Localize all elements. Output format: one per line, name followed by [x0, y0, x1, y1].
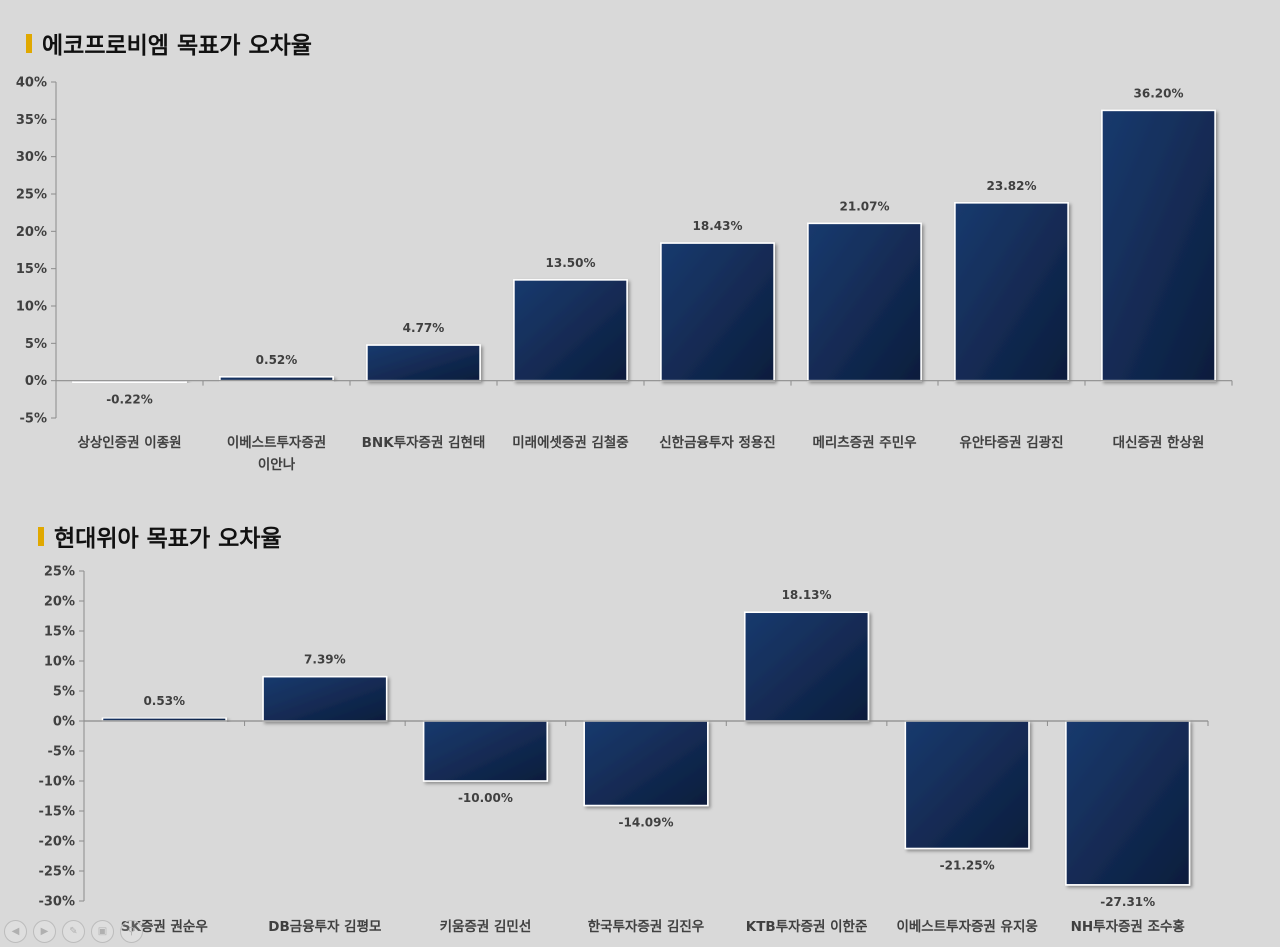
bar: [807, 222, 922, 382]
y-tick-label: -15%: [38, 805, 75, 820]
bar: [262, 675, 388, 722]
bar: [422, 720, 549, 782]
y-tick-label: 15%: [44, 625, 75, 640]
previous-icon[interactable]: ◀: [4, 920, 27, 943]
y-tick-label: -10%: [38, 775, 75, 790]
bar: [743, 611, 870, 722]
bar: [660, 242, 775, 382]
category-label: 대신증권 한상원: [1113, 435, 1205, 451]
title-marker-icon: [38, 526, 44, 546]
data-label: 18.13%: [782, 588, 832, 602]
y-tick-label: 25%: [16, 188, 47, 203]
data-label: 18.43%: [693, 219, 743, 233]
y-tick-label: 5%: [53, 685, 75, 700]
y-tick-label: 25%: [44, 565, 75, 580]
y-tick-label: 20%: [44, 595, 75, 610]
data-label: -10.00%: [458, 791, 513, 805]
data-label: 4.77%: [403, 321, 445, 335]
data-label: 36.20%: [1134, 86, 1184, 100]
y-tick-label: -5%: [48, 745, 75, 760]
category-label: KTB투자증권 이한준: [746, 918, 868, 935]
bar: [366, 344, 481, 382]
data-label: -0.22%: [106, 392, 153, 406]
y-tick-label: 15%: [16, 262, 47, 277]
chart-title-1-text: 에코프로비엠 목표가 오차율: [42, 33, 312, 59]
y-tick-label: -25%: [38, 865, 75, 880]
y-tick-label: 0%: [25, 374, 47, 389]
category-label: 유안타증권 김광진: [959, 434, 1063, 451]
data-label: -27.31%: [1100, 895, 1155, 909]
data-label: 23.82%: [987, 179, 1037, 193]
y-tick-label: 35%: [16, 113, 47, 128]
next-icon[interactable]: ▶: [33, 920, 56, 943]
y-tick-label: -20%: [38, 835, 75, 850]
bar: [1101, 109, 1216, 382]
y-tick-label: -30%: [38, 895, 75, 910]
data-label: 7.39%: [304, 653, 346, 667]
category-label: 메리츠증권 주민우: [812, 434, 917, 451]
category-label: 상상인증권 이종원: [77, 434, 181, 451]
pen-icon[interactable]: ✎: [62, 920, 85, 943]
data-label: -21.25%: [940, 859, 995, 873]
category-label: 신한금융투자 정용진: [659, 434, 775, 451]
category-label: NH투자증권 조수홍: [1071, 918, 1185, 935]
slide-nav-controls: ◀ ▶ ✎ ▣ ⚲: [4, 920, 143, 943]
category-label: 이베스트투자증권 유지웅: [896, 918, 1037, 935]
category-label: DB금융투자 김평모: [268, 918, 382, 935]
data-label: 21.07%: [840, 199, 890, 213]
chart-1: 40% 35% 30% 25% 20% 15% 10% 5% 0% -5% -0.22% 0.52% 4…: [16, 76, 1233, 473]
chart-title-2-text: 현대위아 목표가 오차율: [54, 526, 282, 552]
bar: [1065, 720, 1191, 886]
data-label: 0.53%: [143, 694, 185, 708]
category-label: 키움증권 김민선: [440, 918, 532, 935]
y-tick-label: 10%: [44, 655, 75, 670]
bar: [904, 720, 1030, 850]
title-marker-icon: [26, 33, 32, 53]
data-label: -14.09%: [619, 816, 674, 830]
bar: [583, 720, 709, 807]
y-tick-label: 20%: [16, 225, 47, 240]
category-label: 이베스트투자증권 이안나: [227, 434, 326, 473]
slides-icon[interactable]: ▣: [91, 920, 114, 943]
y-tick-label: 10%: [16, 300, 47, 315]
bar: [954, 202, 1069, 382]
y-tick-label: -5%: [20, 412, 47, 427]
y-tick-label: 0%: [53, 715, 75, 730]
chart-title-1: 에코프로비엠 목표가 오차율: [26, 26, 312, 60]
bar: [513, 279, 628, 382]
zoom-icon[interactable]: ⚲: [120, 920, 143, 943]
category-label: 미래에셋증권 김철중: [512, 434, 628, 451]
category-label: 한국투자증권 김진우: [588, 918, 705, 935]
category-label: BNK투자증권 김현태: [362, 435, 486, 451]
y-tick-label: 40%: [16, 76, 47, 91]
chart-title-2: 현대위아 목표가 오차율: [38, 519, 282, 553]
y-tick-label: 5%: [25, 337, 47, 352]
y-tick-label: 30%: [16, 150, 47, 165]
data-label: 0.52%: [256, 353, 298, 367]
data-label: 13.50%: [546, 256, 596, 270]
